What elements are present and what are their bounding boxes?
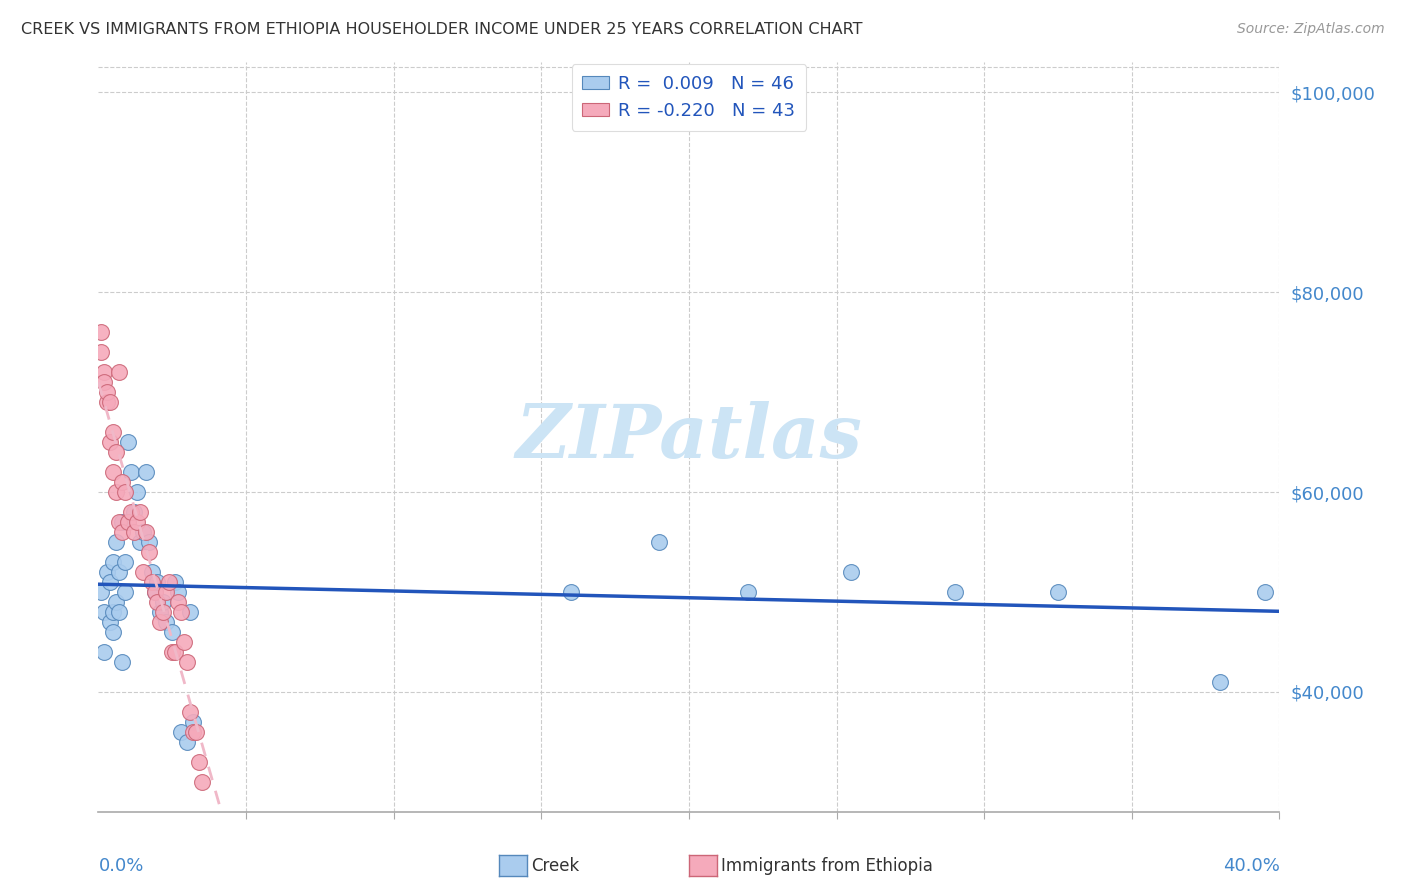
Point [170, 724, 193, 739]
Point [165, 574, 187, 589]
Point [737, 585, 759, 599]
Point [90, 345, 112, 359]
Point [93, 605, 115, 619]
Point [114, 485, 136, 500]
Point [125, 485, 148, 500]
Point [167, 595, 190, 609]
Point [117, 435, 139, 450]
Point [560, 585, 582, 599]
Point [135, 465, 157, 479]
Point [167, 585, 190, 599]
Point [120, 505, 142, 519]
Point [149, 615, 172, 629]
Point [191, 774, 214, 789]
Point [173, 635, 195, 649]
Point [152, 605, 174, 619]
Point [103, 465, 125, 479]
Point [98, 574, 121, 589]
Point [132, 565, 155, 579]
Point [111, 524, 134, 539]
Point [122, 505, 145, 519]
Point [138, 535, 160, 549]
Point [170, 605, 193, 619]
Point [943, 585, 966, 599]
Point [114, 585, 136, 599]
Point [146, 595, 169, 609]
Point [108, 565, 131, 579]
Point [103, 425, 125, 439]
Point [103, 605, 125, 619]
Point [93, 365, 115, 379]
Point [138, 545, 160, 559]
Point [105, 535, 128, 549]
Point [117, 515, 139, 529]
Point [162, 645, 183, 659]
Point [105, 485, 128, 500]
Point [165, 645, 187, 659]
Point [135, 524, 157, 539]
Point [157, 574, 180, 589]
Point [120, 465, 142, 479]
Point [155, 585, 177, 599]
Point [98, 395, 121, 409]
Point [176, 655, 198, 669]
Point [103, 624, 125, 639]
Point [162, 624, 183, 639]
Text: 0.0%: 0.0% [98, 856, 143, 875]
Point [111, 515, 134, 529]
Point [98, 615, 121, 629]
Point [90, 325, 112, 339]
Point [648, 535, 671, 549]
Point [143, 585, 166, 599]
Point [108, 365, 131, 379]
Text: Immigrants from Ethiopia: Immigrants from Ethiopia [721, 857, 934, 875]
Point [132, 524, 155, 539]
Point [184, 724, 207, 739]
Text: 40.0%: 40.0% [1223, 856, 1279, 875]
Point [122, 524, 145, 539]
Point [103, 555, 125, 569]
Point [125, 515, 148, 529]
Point [128, 535, 150, 549]
Point [155, 615, 177, 629]
Point [187, 755, 209, 769]
Point [176, 735, 198, 749]
Point [152, 595, 174, 609]
Point [105, 445, 128, 459]
Point [96, 385, 118, 400]
Text: Creek: Creek [531, 857, 579, 875]
Point [146, 574, 169, 589]
Point [179, 605, 201, 619]
Point [181, 714, 204, 729]
Point [108, 515, 131, 529]
Point [105, 595, 128, 609]
Point [108, 605, 131, 619]
Point [1046, 585, 1070, 599]
Point [98, 435, 121, 450]
Point [96, 395, 118, 409]
Text: Source: ZipAtlas.com: Source: ZipAtlas.com [1237, 22, 1385, 37]
Text: CREEK VS IMMIGRANTS FROM ETHIOPIA HOUSEHOLDER INCOME UNDER 25 YEARS CORRELATION : CREEK VS IMMIGRANTS FROM ETHIOPIA HOUSEH… [21, 22, 863, 37]
Point [114, 555, 136, 569]
Point [96, 565, 118, 579]
Point [111, 475, 134, 489]
Point [181, 724, 204, 739]
Point [90, 585, 112, 599]
Point [141, 574, 163, 589]
Point [93, 375, 115, 389]
Point [93, 645, 115, 659]
Point [1254, 585, 1277, 599]
Point [841, 565, 863, 579]
Legend: R =  0.009   N = 46, R = -0.220   N = 43: R = 0.009 N = 46, R = -0.220 N = 43 [572, 64, 806, 130]
Point [111, 655, 134, 669]
Point [179, 705, 201, 719]
Point [128, 505, 150, 519]
Point [149, 605, 172, 619]
Point [141, 565, 163, 579]
Point [1209, 674, 1232, 689]
Point [143, 585, 166, 599]
Text: ZIPatlas: ZIPatlas [516, 401, 862, 474]
